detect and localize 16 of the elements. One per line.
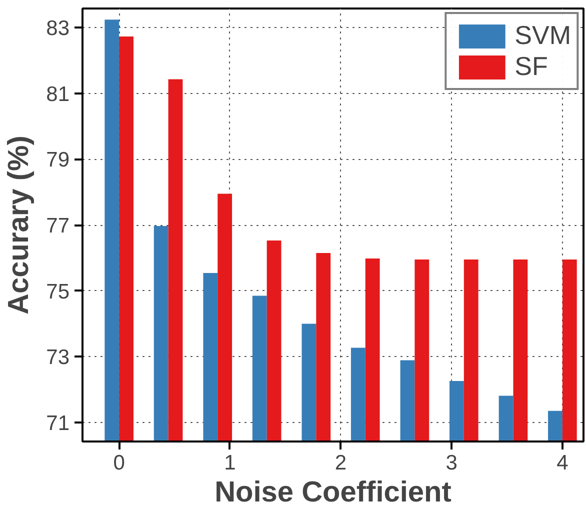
y-axis-title: Accurary (%) <box>3 136 36 314</box>
x-tick-label: 0 <box>113 452 125 474</box>
legend-label: SVM <box>514 20 571 51</box>
y-tick-label: 77 <box>46 214 70 238</box>
y-tick-label: 81 <box>46 82 70 106</box>
x-tick-label: 1 <box>224 452 236 474</box>
y-tick-label: 83 <box>46 17 70 40</box>
x-tick-label: 3 <box>446 452 458 474</box>
x-tick-label: 2 <box>334 452 347 474</box>
y-tick-label: 79 <box>46 148 70 172</box>
x-tick-label: 4 <box>556 452 569 474</box>
y-tick-label: 73 <box>46 346 70 370</box>
y-tick-label: 75 <box>46 280 70 304</box>
legend-label: SF <box>514 51 548 82</box>
x-axis-title: Noise Coefficient <box>214 476 452 508</box>
y-tick-label: 71 <box>46 412 70 435</box>
